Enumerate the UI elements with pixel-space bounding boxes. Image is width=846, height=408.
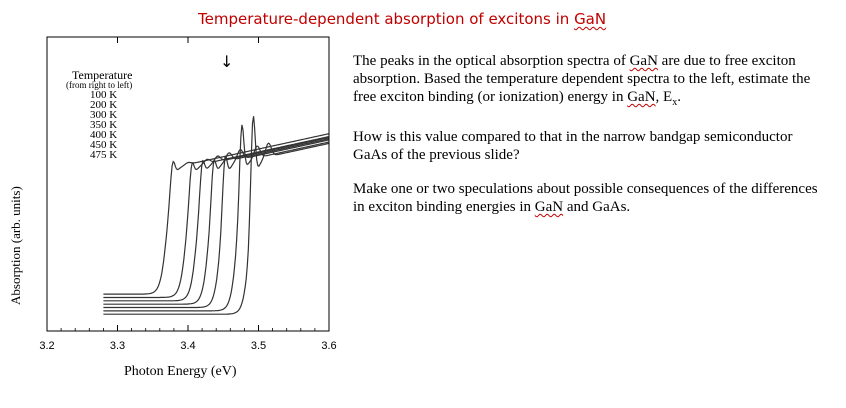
series-line-300k: [103, 139, 329, 309]
paragraph-2: How is this value compared to that in th…: [353, 129, 793, 163]
x-tick-label: 3.3: [109, 340, 126, 352]
legend-entry: 200 K: [90, 99, 118, 111]
y-axis-label: Absorption (arb. units): [8, 186, 23, 305]
x-tick-label: 3.4: [180, 340, 196, 352]
x-tick-label: 3.2: [39, 340, 55, 352]
tick-marks: [46, 37, 330, 331]
series-line-475k: [103, 133, 329, 295]
title-gan: GaN: [574, 10, 607, 28]
legend: Temperature (from right to left) 100 K 2…: [66, 68, 133, 161]
legend-entry: 400 K: [90, 129, 118, 141]
legend-subtitle: (from right to left): [66, 80, 133, 90]
legend-entry: 350 K: [90, 119, 118, 131]
series-line-350k: [103, 138, 329, 305]
legend-entry: 475 K: [90, 149, 118, 161]
series-line-200k: [103, 124, 329, 312]
title-text: Temperature-dependent absorption of exci…: [198, 10, 575, 28]
paragraph-1: The peaks in the optical absorption spec…: [353, 53, 811, 108]
legend-entry: 450 K: [90, 139, 118, 151]
question-text: The peaks in the optical absorption spec…: [353, 52, 823, 232]
series-line-450k: [103, 136, 329, 299]
x-tick-label: 3.5: [250, 340, 267, 352]
legend-entry: 100 K: [90, 89, 118, 101]
legend-entry: 300 K: [90, 109, 118, 121]
series-line-400k: [103, 137, 329, 302]
x-tick-label: 3.6: [321, 340, 337, 352]
down-arrow-icon: ↓: [220, 52, 234, 71]
series-line-100k: [103, 116, 329, 315]
paragraph-3: Make one or two speculations about possi…: [353, 181, 818, 215]
x-axis-label: Photon Energy (eV): [124, 364, 237, 379]
slide-title: Temperature-dependent absorption of exci…: [198, 10, 628, 28]
spectra-curves: [103, 116, 329, 315]
legend-title: Temperature: [72, 68, 133, 82]
